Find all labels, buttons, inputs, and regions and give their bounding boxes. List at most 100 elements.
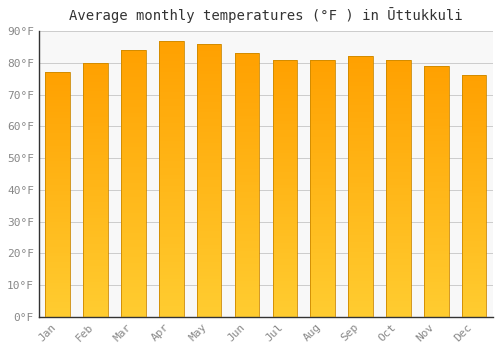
Bar <box>386 265 410 268</box>
Bar <box>424 310 448 314</box>
Bar <box>84 218 108 222</box>
Bar <box>234 225 260 228</box>
Bar <box>121 177 146 180</box>
Bar <box>46 240 70 244</box>
Bar <box>348 141 373 144</box>
Bar <box>272 175 297 178</box>
Bar <box>121 103 146 107</box>
Bar <box>84 85 108 88</box>
Bar <box>121 144 146 147</box>
Bar <box>121 147 146 150</box>
Bar <box>310 114 335 118</box>
Bar <box>424 157 448 160</box>
Bar <box>386 166 410 169</box>
Bar <box>424 267 448 270</box>
Bar <box>462 84 486 88</box>
Bar <box>197 136 222 139</box>
Bar <box>424 254 448 257</box>
Bar <box>46 100 70 103</box>
Bar <box>272 108 297 111</box>
Bar <box>46 188 70 191</box>
Bar <box>197 160 222 163</box>
Bar <box>46 152 70 155</box>
Bar <box>159 230 184 234</box>
Bar <box>197 293 222 296</box>
Bar <box>84 171 108 174</box>
Bar <box>197 252 222 256</box>
Bar <box>46 118 70 121</box>
Bar <box>84 203 108 206</box>
Bar <box>386 262 410 265</box>
Bar <box>272 95 297 98</box>
Bar <box>197 221 222 225</box>
Bar <box>121 203 146 207</box>
Bar <box>121 267 146 270</box>
Bar <box>272 230 297 233</box>
Bar <box>234 106 260 109</box>
Bar <box>386 304 410 307</box>
Bar <box>159 199 184 203</box>
Bar <box>159 300 184 303</box>
Bar <box>310 281 335 285</box>
Bar <box>386 105 410 108</box>
Bar <box>84 196 108 199</box>
Bar <box>159 172 184 175</box>
Bar <box>197 112 222 116</box>
Bar <box>348 108 373 112</box>
Bar <box>197 81 222 85</box>
Bar <box>234 271 260 274</box>
Bar <box>234 90 260 93</box>
Bar <box>272 82 297 85</box>
Bar <box>84 117 108 120</box>
Bar <box>310 291 335 294</box>
Bar <box>84 292 108 295</box>
Bar <box>84 304 108 307</box>
Bar <box>348 219 373 222</box>
Bar <box>424 264 448 267</box>
Bar <box>462 278 486 281</box>
Bar <box>310 214 335 217</box>
Bar <box>348 294 373 297</box>
Bar <box>424 132 448 135</box>
Bar <box>46 136 70 140</box>
Bar <box>197 78 222 81</box>
Bar <box>424 154 448 157</box>
Bar <box>272 118 297 121</box>
Bar <box>197 283 222 286</box>
Bar <box>159 78 184 82</box>
Bar <box>462 235 486 238</box>
Bar <box>348 304 373 307</box>
Bar <box>424 66 448 69</box>
Bar <box>197 303 222 307</box>
Bar <box>121 270 146 273</box>
Bar <box>462 148 486 151</box>
Bar <box>159 265 184 268</box>
Bar <box>424 141 448 144</box>
Bar <box>234 109 260 113</box>
Bar <box>424 260 448 264</box>
Bar <box>197 153 222 156</box>
Bar <box>84 209 108 212</box>
Bar <box>84 187 108 190</box>
Bar <box>46 124 70 127</box>
Bar <box>159 275 184 279</box>
Bar <box>348 255 373 258</box>
Bar <box>348 245 373 248</box>
Bar <box>272 127 297 130</box>
Bar <box>46 115 70 118</box>
Bar <box>424 185 448 188</box>
Bar <box>197 177 222 180</box>
Bar <box>159 165 184 168</box>
Bar <box>386 98 410 102</box>
Bar <box>272 281 297 285</box>
Bar <box>348 307 373 310</box>
Bar <box>424 160 448 163</box>
Bar <box>386 243 410 246</box>
Bar <box>159 130 184 134</box>
Bar <box>84 63 108 317</box>
Bar <box>272 298 297 301</box>
Bar <box>386 66 410 69</box>
Bar <box>46 72 70 75</box>
Bar <box>272 314 297 317</box>
Bar <box>310 156 335 159</box>
